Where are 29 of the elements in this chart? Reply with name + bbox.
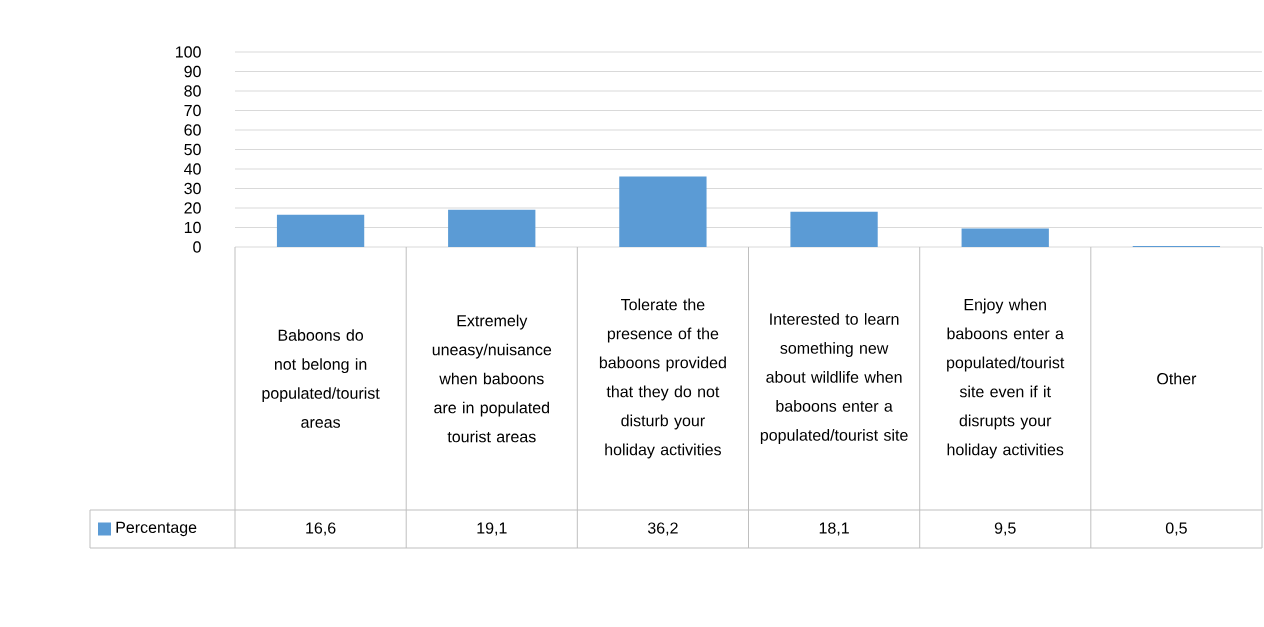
y-tick-label: 20 [184, 202, 201, 214]
x-tick-label: Other [1157, 372, 1197, 385]
y-tick-label: 80 [184, 85, 201, 97]
data-label: 19,1 [477, 522, 507, 536]
y-tick-label: 0 [193, 241, 201, 253]
data-label: 16,6 [306, 522, 336, 536]
x-tick-label: Tolerate the presence of the baboons provided that they do not disturb your holiday activities [599, 298, 726, 459]
bar [276, 214, 365, 247]
data-label: 0,5 [1165, 522, 1187, 536]
bar [790, 211, 878, 247]
y-tick-label: 40 [184, 163, 201, 175]
data-label: 36,2 [647, 522, 678, 536]
x-tick-label: Extremely uneasy/nuisance when baboons are in populated tourist areas [432, 314, 552, 443]
x-tick-label: Enjoy when baboons enter a populated/tourist site even if it disrupts your holiday activities [947, 298, 1065, 459]
bar [619, 176, 707, 247]
data-label: 9,5 [994, 522, 1016, 536]
y-tick-label: 10 [184, 221, 201, 234]
data-label: 18,1 [819, 522, 849, 536]
y-tick-label: 30 [184, 182, 201, 195]
x-tick-label: Baboons do not belong in populated/tourist areas [262, 329, 380, 428]
y-tick-label: 100 [176, 46, 201, 58]
bar [448, 209, 536, 247]
y-tick-label: 70 [184, 104, 201, 117]
bar [961, 228, 1049, 247]
y-tick-label: 90 [184, 65, 201, 78]
y-tick-label: 50 [184, 143, 201, 156]
legend-label: Percentage [116, 521, 197, 537]
x-tick-label: Interested to learn something new about wildlife when baboons enter a populated/tourist site [760, 313, 908, 444]
y-tick-label: 60 [184, 124, 201, 136]
